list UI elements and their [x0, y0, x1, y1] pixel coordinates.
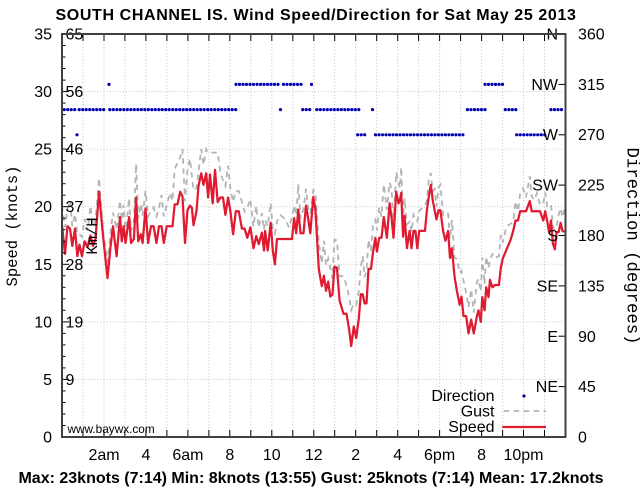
svg-text:SW: SW	[532, 178, 559, 195]
svg-text:46: 46	[66, 142, 84, 159]
svg-text:6am: 6am	[172, 447, 203, 464]
svg-text:W: W	[543, 127, 559, 144]
svg-text:0: 0	[578, 430, 587, 447]
svg-text:S: S	[547, 228, 558, 245]
svg-text:Max: 23knots (7:14) Min: 8knot: Max: 23knots (7:14) Min: 8knots (13:55) …	[18, 470, 603, 487]
svg-text:2am: 2am	[88, 447, 119, 464]
svg-text:360: 360	[578, 27, 605, 44]
svg-text:225: 225	[578, 178, 605, 195]
svg-text:Direction: Direction	[431, 388, 494, 405]
svg-text:Direction (degrees): Direction (degrees)	[622, 147, 640, 344]
svg-text:10: 10	[34, 314, 52, 331]
svg-text:Speed (knots): Speed (knots)	[4, 166, 22, 287]
svg-text:30: 30	[34, 84, 52, 101]
svg-text:135: 135	[578, 278, 605, 295]
svg-text:270: 270	[578, 127, 605, 144]
svg-text:Km/H: Km/H	[84, 217, 102, 254]
svg-text:45: 45	[578, 379, 596, 396]
svg-text:19: 19	[66, 314, 84, 331]
svg-text:15: 15	[34, 257, 52, 274]
svg-text:56: 56	[66, 84, 84, 101]
svg-text:20: 20	[34, 199, 52, 216]
svg-text:Gust: Gust	[461, 404, 495, 421]
svg-text:www.baywx.com: www.baywx.com	[67, 422, 155, 436]
svg-text:E: E	[547, 329, 558, 346]
svg-text:4: 4	[141, 447, 150, 464]
svg-text:SE: SE	[537, 278, 558, 295]
svg-text:90: 90	[578, 329, 596, 346]
svg-text:NW: NW	[531, 77, 559, 94]
svg-text:0: 0	[43, 430, 52, 447]
svg-text:5: 5	[43, 372, 52, 389]
svg-text:37: 37	[66, 199, 84, 216]
svg-text:8: 8	[477, 447, 486, 464]
svg-text:10pm: 10pm	[503, 447, 543, 464]
svg-text:NE: NE	[536, 379, 558, 396]
svg-text:2: 2	[351, 447, 360, 464]
svg-text:25: 25	[34, 142, 52, 159]
svg-text:10: 10	[263, 447, 281, 464]
svg-text:35: 35	[34, 27, 52, 44]
svg-text:Speed: Speed	[448, 419, 494, 436]
svg-text:6pm: 6pm	[424, 447, 455, 464]
svg-text:180: 180	[578, 228, 605, 245]
svg-text:12: 12	[305, 447, 323, 464]
svg-text:4: 4	[393, 447, 402, 464]
svg-text:8: 8	[225, 447, 234, 464]
svg-text:9: 9	[66, 372, 75, 389]
svg-text:28: 28	[66, 257, 84, 274]
svg-text:SOUTH CHANNEL IS. Wind Speed/D: SOUTH CHANNEL IS. Wind Speed/Direction f…	[56, 7, 577, 24]
svg-text:315: 315	[578, 77, 605, 94]
